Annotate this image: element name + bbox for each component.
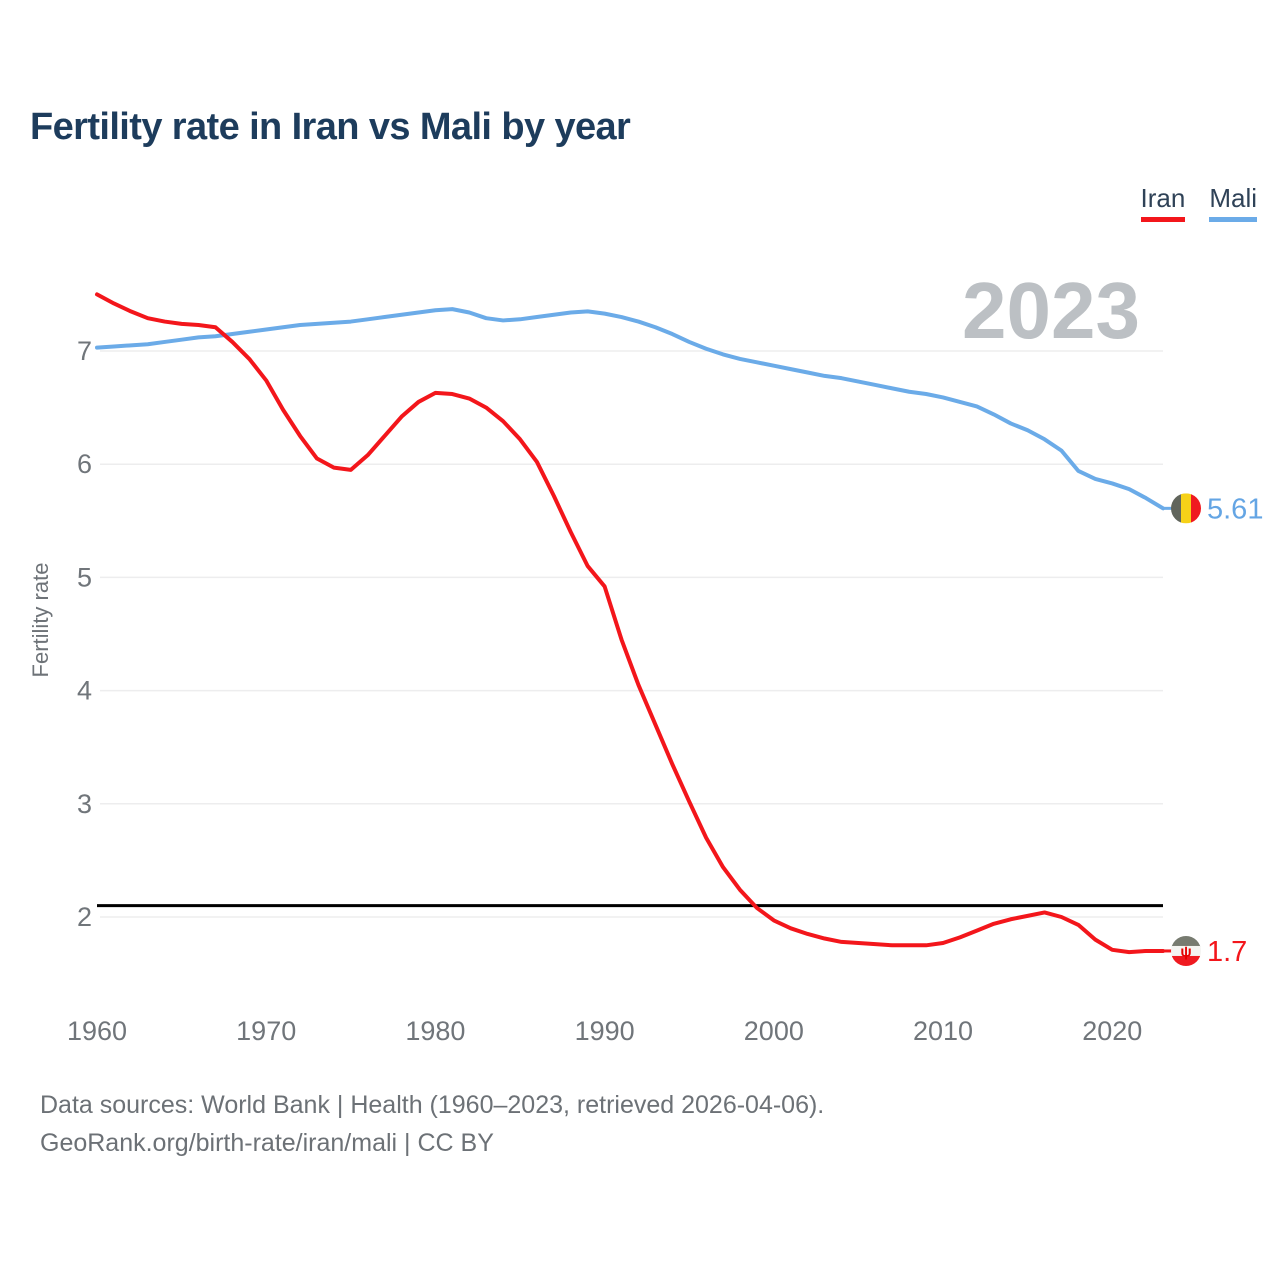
legend-label-iran: Iran (1140, 183, 1186, 213)
y-tick-label-3: 3 (77, 789, 92, 819)
legend-item-iran[interactable]: Iran (1140, 183, 1186, 222)
y-tick-label-7: 7 (77, 336, 92, 366)
y-tick-label-5: 5 (77, 562, 92, 592)
flag-stripe (1181, 493, 1192, 524)
flag-emblem: ψ (1180, 943, 1191, 960)
chart-title: Fertility rate in Iran vs Mali by year (30, 106, 631, 148)
series-line-iran (95, 292, 1165, 955)
y-tick-label-6: 6 (77, 449, 92, 479)
end-value-label-iran: 1.7 (1207, 936, 1247, 968)
flag-stripe (1171, 935, 1201, 947)
x-tick-label-1990: 1990 (575, 1016, 635, 1046)
legend: Iran Mali (1140, 183, 1257, 222)
x-tick-label-1980: 1980 (405, 1016, 465, 1046)
legend-item-mali[interactable]: Mali (1209, 184, 1257, 222)
year-watermark: 2023 (962, 266, 1140, 355)
iran-flag-icon: ψ (1171, 935, 1201, 966)
end-value-label-mali: 5.61 (1207, 493, 1263, 525)
legend-label-mali: Mali (1209, 183, 1257, 213)
y-tick-label-2: 2 (77, 902, 92, 932)
y-tick-label-4: 4 (77, 676, 92, 706)
x-tick-label-1960: 1960 (67, 1016, 127, 1046)
flag-stripe (1171, 955, 1201, 966)
flag-stripe (1171, 493, 1182, 524)
footer-attribution: GeoRank.org/birth-rate/iran/mali | CC BY (40, 1129, 494, 1157)
footer: Data sources: World Bank | Health (1960–… (40, 1086, 824, 1162)
x-tick-label-1970: 1970 (236, 1016, 296, 1046)
flag-stripe (1171, 945, 1201, 957)
series-line-mali (95, 307, 1165, 511)
mali-flag-icon (1171, 493, 1201, 524)
flag-stripe (1191, 493, 1201, 524)
x-tick-label-2020: 2020 (1082, 1016, 1142, 1046)
x-tick-label-2000: 2000 (744, 1016, 804, 1046)
footer-data-sources: Data sources: World Bank | Health (1960–… (40, 1091, 825, 1119)
y-axis-title: Fertility rate (28, 563, 53, 678)
x-tick-label-2010: 2010 (913, 1016, 973, 1046)
